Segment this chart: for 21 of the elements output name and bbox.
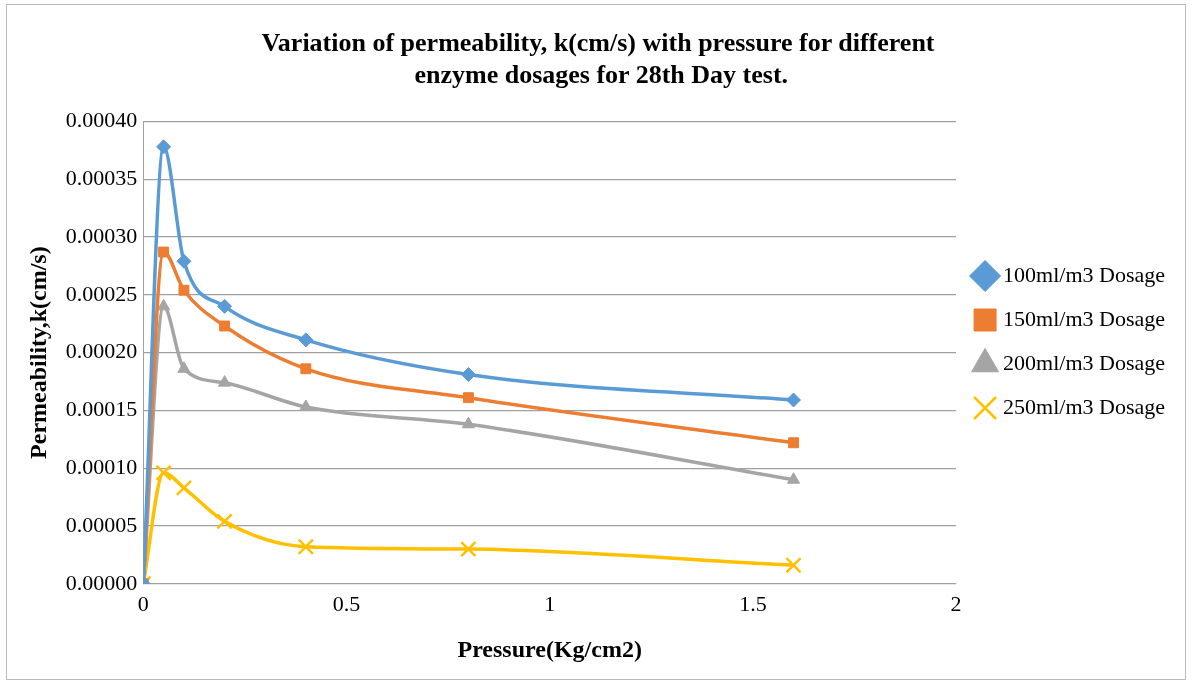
legend-label: 150ml/m3 Dosage: [1003, 305, 1166, 331]
legend-label: 200ml/m3 Dosage: [1003, 349, 1166, 375]
y-tick-label: 0.00015: [65, 396, 138, 422]
y-tick-label: 0.00005: [65, 511, 138, 537]
y-tick-label: 0.00030: [65, 222, 138, 248]
y-tick-label: 0.00035: [65, 164, 138, 190]
legend-label: 250ml/m3 Dosage: [1003, 393, 1166, 419]
y-tick-label: 0.00010: [65, 453, 138, 479]
x-tick-label: 1: [544, 590, 556, 616]
x-tick-label: 0: [137, 590, 149, 616]
legend-label: 100ml/m3 Dosage: [1003, 261, 1166, 287]
x-tick-label: 0.5: [332, 590, 361, 616]
y-tick-label: 0.00040: [65, 107, 138, 133]
y-tick-label: 0.00000: [65, 569, 138, 595]
y-axis-title: Permeability,k(cm/s): [24, 246, 51, 459]
x-axis-title: Pressure(Kg/cm2): [457, 635, 642, 662]
y-tick-label: 0.00025: [65, 280, 138, 306]
y-tick-label: 0.00020: [65, 338, 138, 364]
x-tick-label: 1.5: [739, 590, 767, 616]
x-tick-label: 2: [950, 590, 962, 616]
chart-title: Variation of permeability, k(cm/s) with pressure for different enzyme dosages for 28th Day test.: [261, 28, 935, 89]
